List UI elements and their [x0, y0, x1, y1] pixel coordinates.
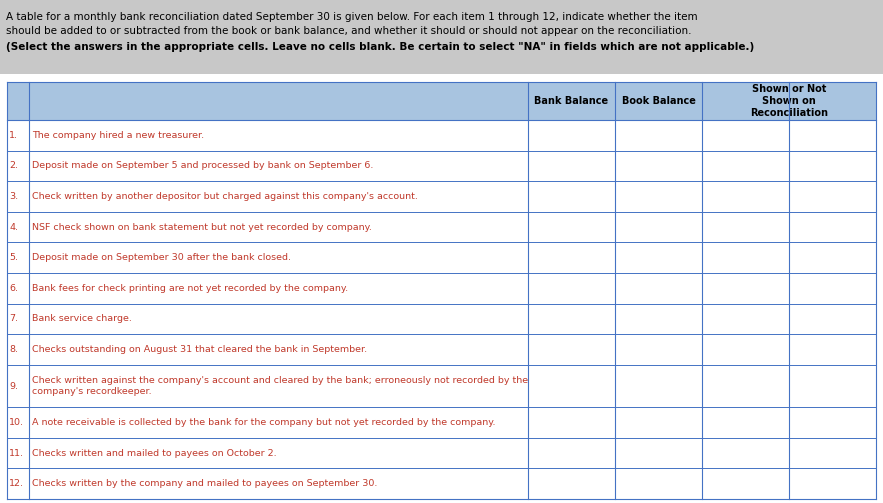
Text: 10.: 10. [9, 418, 24, 427]
Text: Shown or Not
Shown on
Reconciliation: Shown or Not Shown on Reconciliation [750, 83, 828, 118]
Text: Check written by another depositor but charged against this company's account.: Check written by another depositor but c… [32, 192, 418, 201]
Bar [7, 304, 876, 334]
Bar [7, 181, 876, 212]
Bar [7, 468, 876, 499]
Bar [0, 0, 883, 74]
Text: Bank Balance: Bank Balance [534, 96, 608, 106]
Bar [7, 212, 876, 242]
Bar [7, 407, 876, 438]
Bar [7, 82, 876, 499]
Text: A note receivable is collected by the bank for the company but not yet recorded : A note receivable is collected by the ba… [32, 418, 495, 427]
Bar [7, 120, 876, 150]
Text: 7.: 7. [9, 314, 18, 323]
Text: Checks written by the company and mailed to payees on September 30.: Checks written by the company and mailed… [32, 479, 377, 488]
Bar [7, 242, 876, 273]
Text: NSF check shown on bank statement but not yet recorded by company.: NSF check shown on bank statement but no… [32, 223, 372, 231]
Text: 9.: 9. [9, 381, 18, 390]
Bar [7, 273, 876, 304]
Text: 4.: 4. [9, 223, 18, 231]
Text: 1.: 1. [9, 131, 18, 140]
Text: 8.: 8. [9, 345, 18, 354]
Text: Checks written and mailed to payees on October 2.: Checks written and mailed to payees on O… [32, 449, 276, 458]
Bar [7, 82, 876, 120]
Text: Deposit made on September 30 after the bank closed.: Deposit made on September 30 after the b… [32, 253, 291, 262]
Text: 3.: 3. [9, 192, 19, 201]
Text: 11.: 11. [9, 449, 24, 458]
Text: Bank service charge.: Bank service charge. [32, 314, 132, 323]
Text: The company hired a new treasurer.: The company hired a new treasurer. [32, 131, 204, 140]
Bar [7, 438, 876, 468]
Bar [7, 334, 876, 365]
Bar [7, 150, 876, 181]
Text: Book Balance: Book Balance [622, 96, 696, 106]
Text: Checks outstanding on August 31 that cleared the bank in September.: Checks outstanding on August 31 that cle… [32, 345, 367, 354]
Bar [7, 365, 876, 407]
Text: 12.: 12. [9, 479, 24, 488]
Text: should be added to or subtracted from the book or bank balance, and whether it s: should be added to or subtracted from th… [6, 26, 691, 36]
Text: 5.: 5. [9, 253, 18, 262]
Text: Check written against the company's account and cleared by the bank; erroneously: Check written against the company's acco… [32, 376, 528, 396]
Text: Bank fees for check printing are not yet recorded by the company.: Bank fees for check printing are not yet… [32, 284, 348, 293]
Text: Deposit made on September 5 and processed by bank on September 6.: Deposit made on September 5 and processe… [32, 161, 374, 171]
Text: 2.: 2. [9, 161, 18, 171]
Text: (Select the answers in the appropriate cells. Leave no cells blank. Be certain t: (Select the answers in the appropriate c… [6, 42, 754, 52]
Text: A table for a monthly bank reconciliation dated September 30 is given below. For: A table for a monthly bank reconciliatio… [6, 12, 698, 22]
Text: 6.: 6. [9, 284, 18, 293]
